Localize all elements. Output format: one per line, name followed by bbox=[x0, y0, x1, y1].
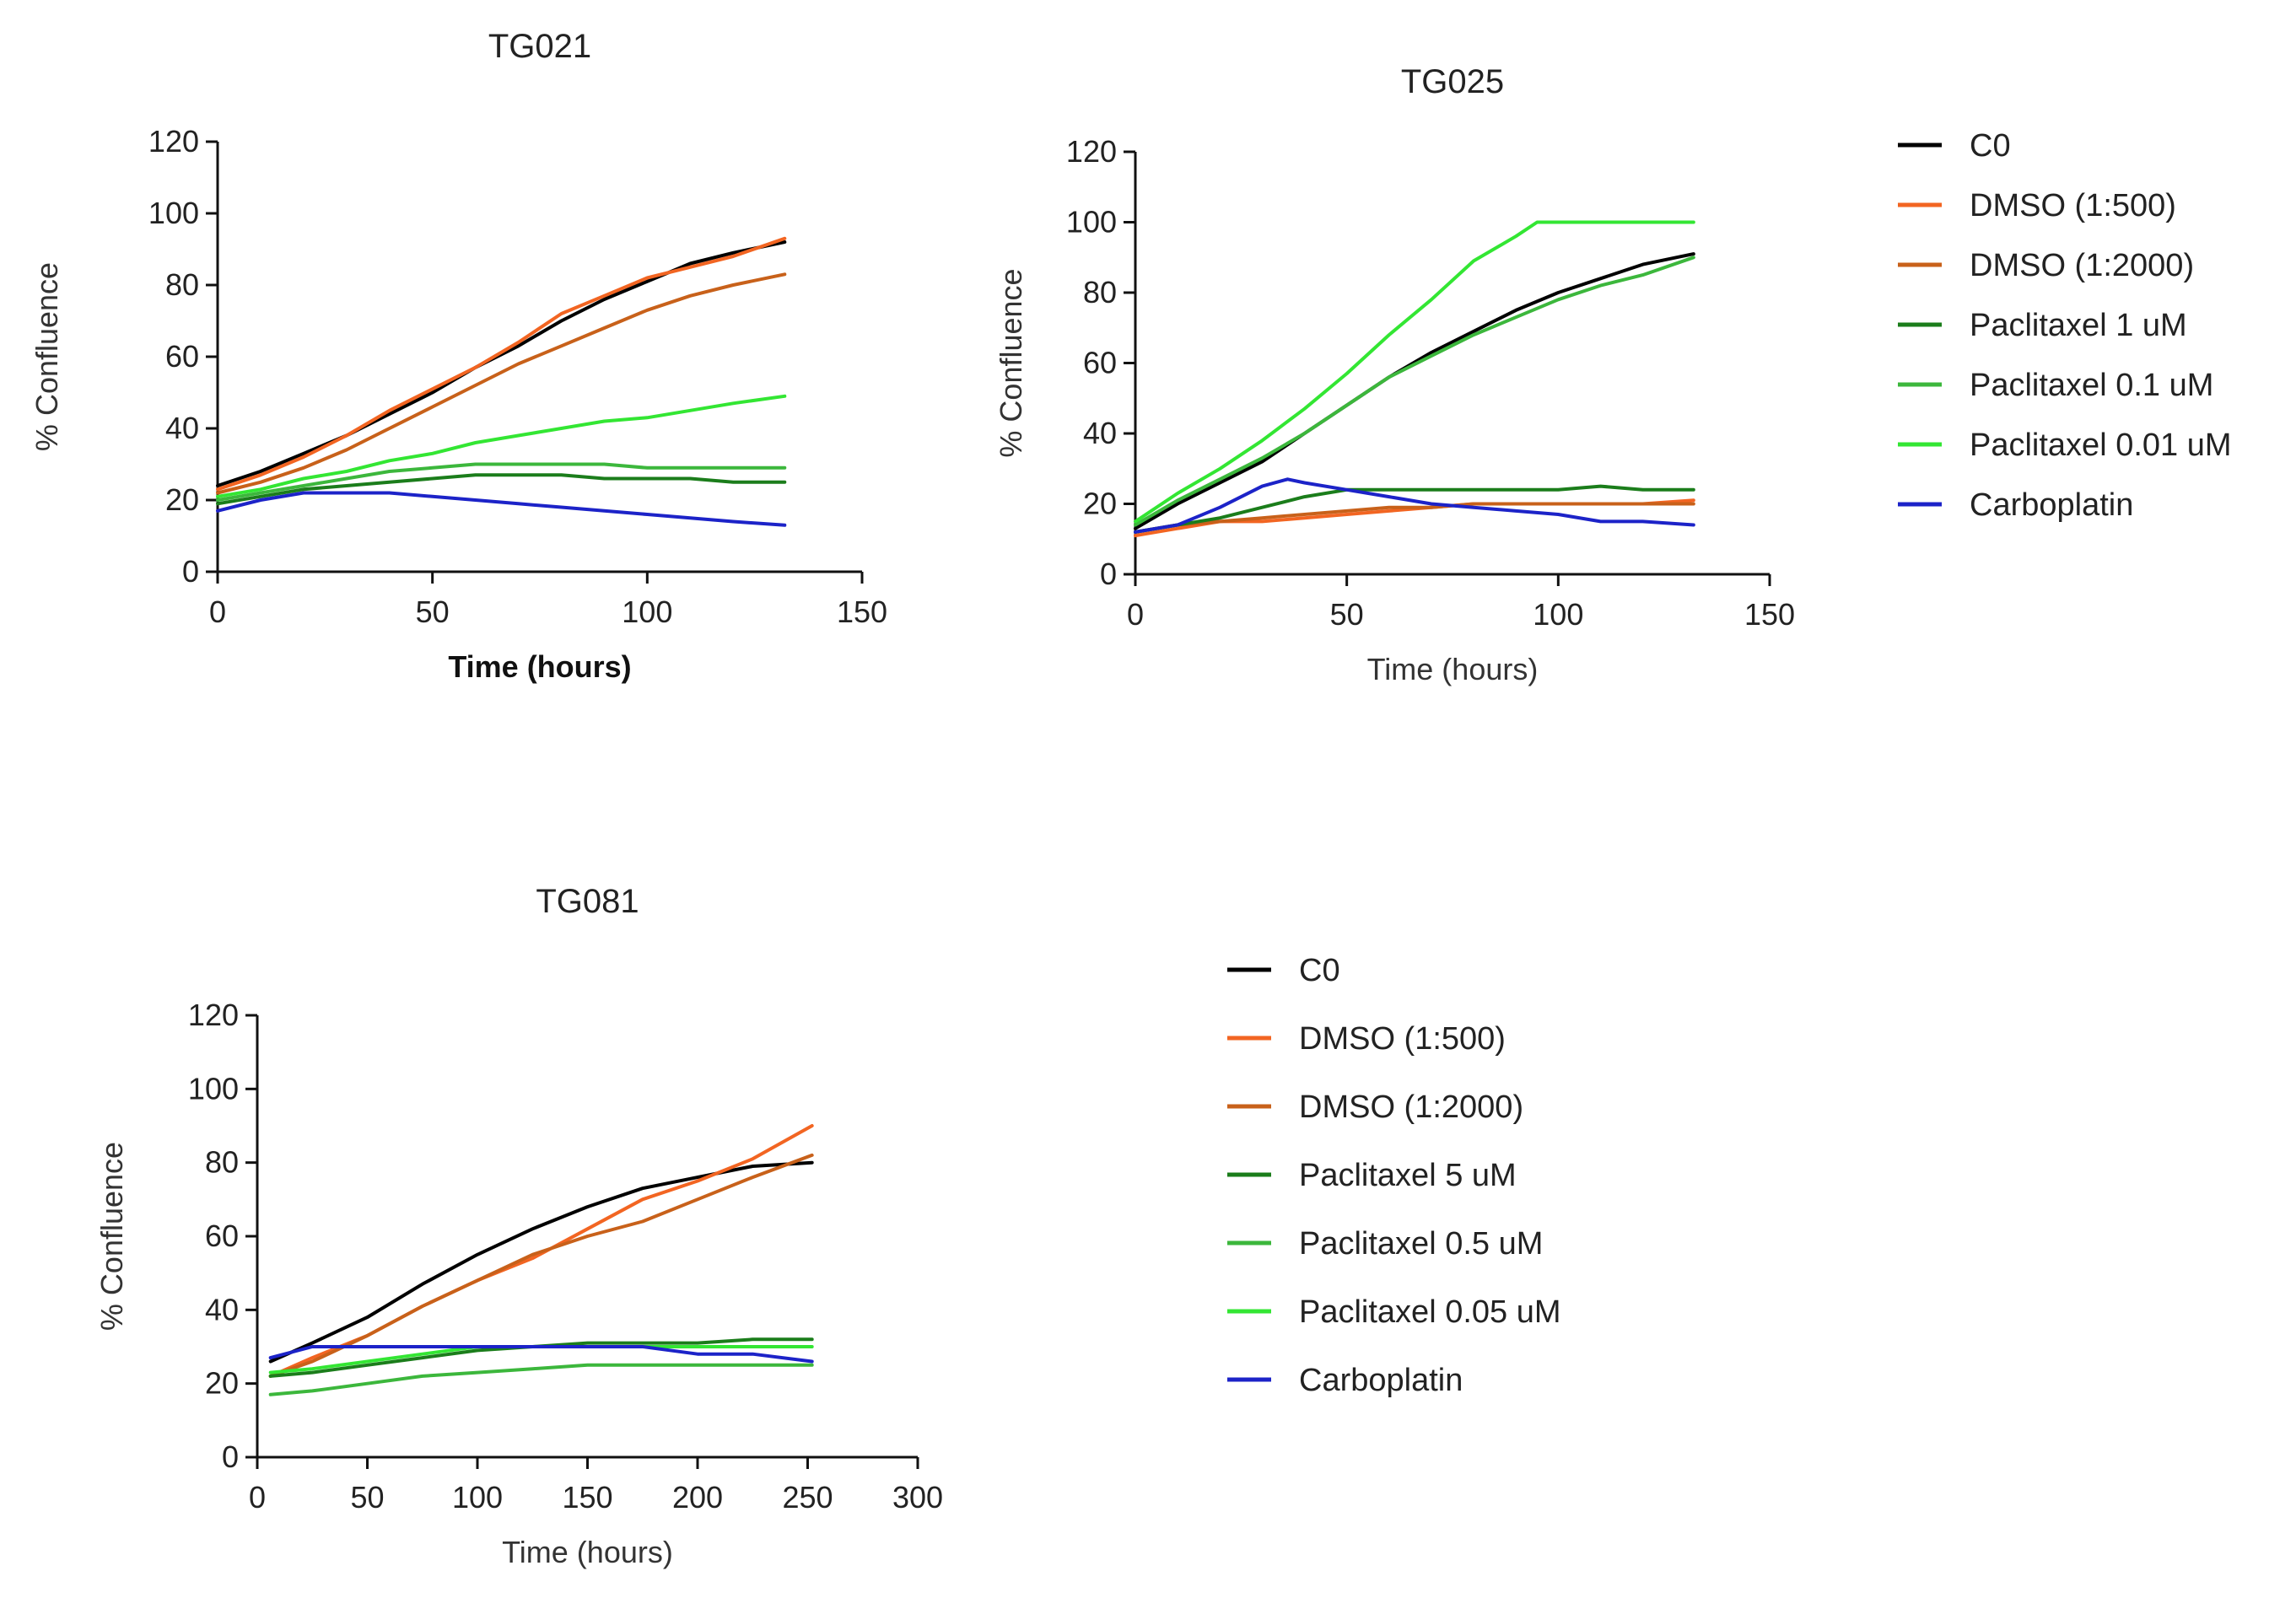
tg025-x-axis-label: Time (hours) bbox=[1367, 652, 1539, 686]
tg025-x-tick-label: 0 bbox=[1127, 597, 1144, 632]
legend-entry-label: C0 bbox=[1299, 953, 1340, 988]
tg081-x-tick-label: 50 bbox=[350, 1480, 384, 1515]
tg025-y-tick-label: 40 bbox=[1083, 416, 1117, 450]
tg025-y-tick-label: 100 bbox=[1066, 205, 1117, 239]
tg081-x-tick-label: 150 bbox=[562, 1480, 612, 1515]
tg021-x-tick-label: 150 bbox=[837, 595, 887, 629]
tg021-series-paclitaxel-0-1-um bbox=[216, 462, 787, 502]
legend-entry-label: Carboplatin bbox=[1970, 487, 2133, 523]
tg021-series-paclitaxel-1-um bbox=[216, 473, 787, 506]
tg021-x-axis-label: Time (hours) bbox=[448, 649, 631, 684]
tg021-y-tick-label: 0 bbox=[182, 554, 199, 589]
tg081-title: TG081 bbox=[536, 883, 639, 920]
tg081-x-tick-label: 300 bbox=[892, 1480, 943, 1515]
tg021-y-tick-label: 60 bbox=[165, 339, 199, 374]
tg081-series-carboplatin bbox=[268, 1345, 814, 1364]
tg081-x-tick-label: 200 bbox=[672, 1480, 723, 1515]
legend-entry-label: Paclitaxel 0.5 uM bbox=[1299, 1226, 1543, 1262]
tg025-panel: TG025 0 20 40 60 80 100 120 0 50 100 150 Time (hours… bbox=[994, 63, 1795, 686]
tg025-x-tick-label: 150 bbox=[1744, 597, 1795, 632]
tg021-series-carboplatin bbox=[216, 491, 787, 527]
tg081-y-tick-label: 80 bbox=[205, 1145, 239, 1180]
tg081-y-axis-label: % Confluence bbox=[94, 1142, 129, 1331]
tg021-series-c0 bbox=[216, 240, 787, 487]
tg025-series-paclitaxel-0-1-um bbox=[1134, 256, 1695, 527]
tg021-y-tick-label: 40 bbox=[165, 411, 199, 445]
legend-entry-label: DMSO (1:2000) bbox=[1299, 1090, 1523, 1125]
tg021-title: TG021 bbox=[488, 28, 591, 65]
tg081-y-tick-label: 60 bbox=[205, 1219, 239, 1253]
tg025-x-tick-label: 50 bbox=[1330, 597, 1364, 632]
tg021-series-dmso-1-500 bbox=[216, 236, 787, 492]
legend-entry-label: DMSO (1:500) bbox=[1299, 1021, 1506, 1057]
tg025-title: TG025 bbox=[1401, 63, 1504, 100]
tg021-x-tick-label: 100 bbox=[622, 595, 672, 629]
tg025-y-axis-label: % Confluence bbox=[994, 268, 1028, 457]
tg025-y-tick-label: 80 bbox=[1083, 275, 1117, 309]
tg081-series-paclitaxel-0-5-um bbox=[268, 1363, 814, 1396]
tg081-y-tick-label: 120 bbox=[188, 998, 239, 1032]
tg025-series-paclitaxel-1-um bbox=[1134, 484, 1695, 534]
tg025-y-tick-label: 20 bbox=[1083, 487, 1117, 521]
legend-entry-label: Paclitaxel 1 uM bbox=[1970, 308, 2187, 343]
tg025-y-tick-label: 60 bbox=[1083, 346, 1117, 380]
legend-entry-label: DMSO (1:500) bbox=[1970, 188, 2176, 223]
tg081-series-paclitaxel-5-um bbox=[268, 1337, 814, 1378]
legend-entry-label: Paclitaxel 0.01 uM bbox=[1970, 428, 2232, 463]
legend-entry-label: Carboplatin bbox=[1299, 1363, 1463, 1398]
tg021-series-paclitaxel-0-01-um bbox=[216, 394, 787, 498]
tg081-y-tick-label: 0 bbox=[222, 1439, 239, 1474]
legend-entry-label: DMSO (1:2000) bbox=[1970, 248, 2194, 283]
tg021-y-axis-label: % Confluence bbox=[30, 262, 64, 451]
tg081-x-axis-label: Time (hours) bbox=[502, 1535, 673, 1569]
tg081-y-tick-label: 40 bbox=[205, 1292, 239, 1326]
tg025-series-carboplatin bbox=[1134, 477, 1695, 534]
tg081-legend: C0 DMSO (1:500) DMSO (1:2000) Paclitaxel 5 … bbox=[1227, 953, 1561, 1398]
tg025-y-tick-label: 0 bbox=[1100, 557, 1117, 591]
tg021-x-tick-label: 0 bbox=[209, 595, 226, 629]
tg081-series-c0 bbox=[268, 1160, 814, 1364]
tg081-x-tick-label: 100 bbox=[452, 1480, 503, 1515]
legend-entry-label: C0 bbox=[1970, 128, 2011, 164]
legend-entry-label: Paclitaxel 0.05 uM bbox=[1299, 1294, 1561, 1330]
tg025-series-dmso-1-2000 bbox=[1134, 502, 1695, 534]
tg021-panel: TG021 0 20 40 60 80 100 120 0 50 100 150 Time (hours… bbox=[30, 28, 2232, 684]
legend-entry-label: Paclitaxel 5 uM bbox=[1299, 1158, 1517, 1193]
legend-entry-label: Paclitaxel 0.1 uM bbox=[1970, 368, 2213, 403]
tg081-panel: TG081 0 20 40 60 80 100 120 0 50 100 150 200 250 300 Ti… bbox=[94, 883, 1561, 1569]
tg021-y-tick-label: 80 bbox=[165, 267, 199, 302]
tg025-series-paclitaxel-0-01-um bbox=[1134, 220, 1695, 524]
tg021-y-tick-label: 120 bbox=[148, 124, 199, 159]
tg081-series-dmso-1-2000 bbox=[268, 1153, 814, 1378]
tg081-x-tick-label: 0 bbox=[249, 1480, 266, 1515]
tg025-x-tick-label: 100 bbox=[1533, 597, 1583, 632]
tg021-legend: C0 DMSO (1:500) DMSO (1:2000) Paclitaxel 1 … bbox=[1898, 128, 2232, 523]
tg021-y-tick-label: 100 bbox=[148, 196, 199, 230]
tg021-y-tick-label: 20 bbox=[165, 482, 199, 517]
tg081-y-tick-label: 100 bbox=[188, 1071, 239, 1106]
tg081-y-tick-label: 20 bbox=[205, 1366, 239, 1401]
tg021-x-tick-label: 50 bbox=[416, 595, 450, 629]
tg021-series-dmso-1-2000 bbox=[216, 272, 787, 495]
tg025-y-tick-label: 120 bbox=[1066, 134, 1117, 169]
tg081-x-tick-label: 250 bbox=[782, 1480, 833, 1515]
